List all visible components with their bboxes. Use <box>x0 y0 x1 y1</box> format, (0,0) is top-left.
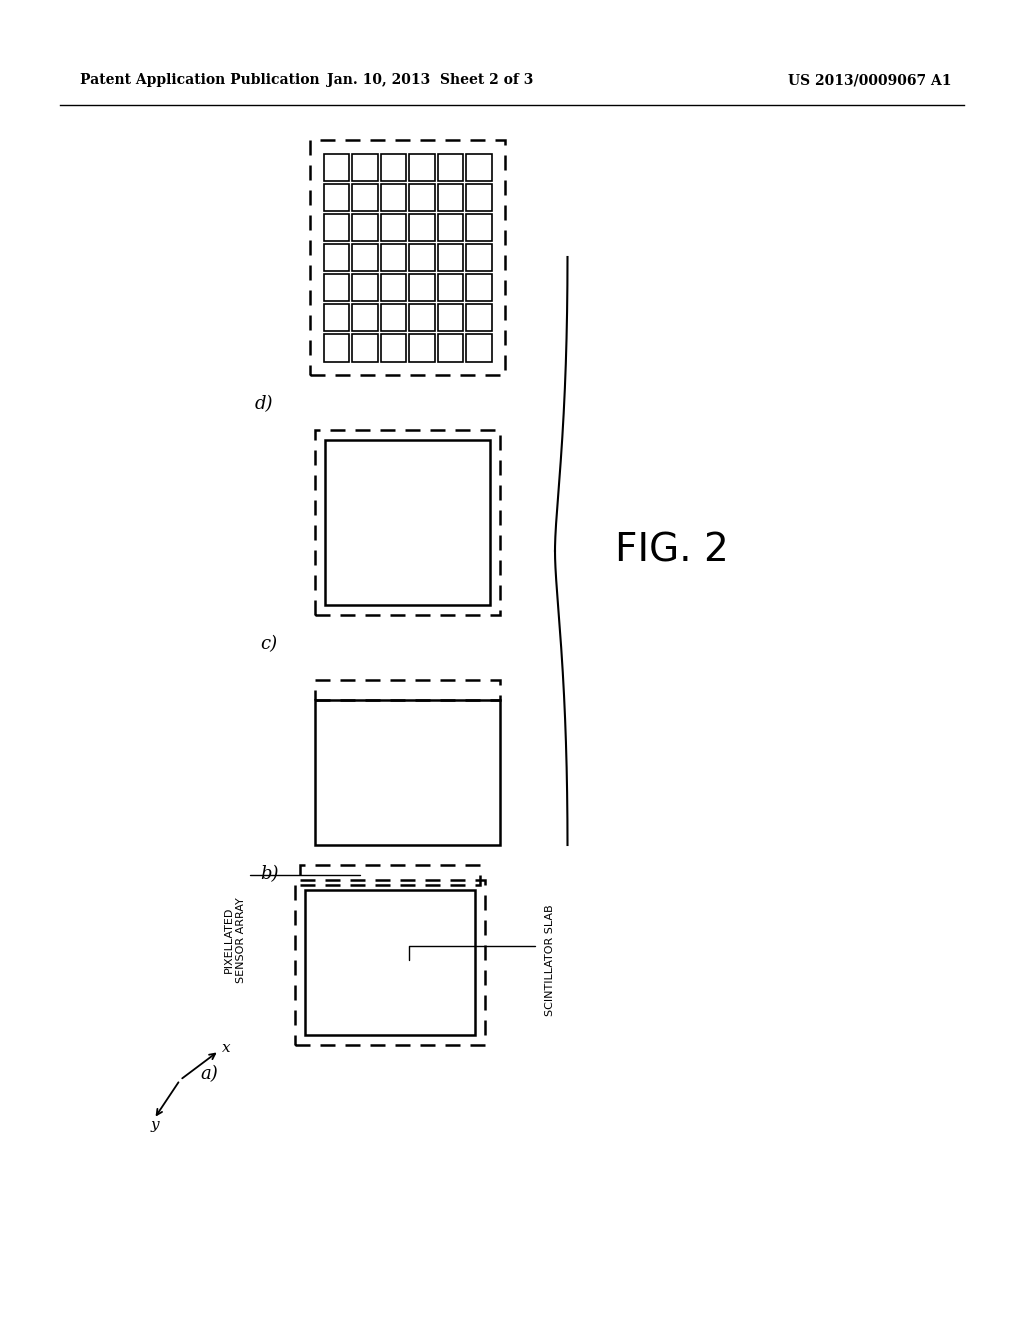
Bar <box>352 153 378 181</box>
Text: d): d) <box>255 395 273 413</box>
Bar <box>466 334 492 362</box>
Bar <box>310 140 505 375</box>
Bar <box>466 275 492 301</box>
Bar <box>466 153 492 181</box>
Bar <box>305 890 475 1035</box>
Bar <box>409 214 434 242</box>
Text: US 2013/0009067 A1: US 2013/0009067 A1 <box>788 73 951 87</box>
Bar <box>437 244 463 271</box>
Bar <box>324 334 349 362</box>
Bar <box>381 334 406 362</box>
Bar <box>324 275 349 301</box>
Bar <box>466 183 492 211</box>
Bar <box>315 700 500 845</box>
Text: Patent Application Publication: Patent Application Publication <box>80 73 319 87</box>
Bar <box>324 153 349 181</box>
Bar <box>315 430 500 615</box>
Bar <box>324 214 349 242</box>
Text: c): c) <box>260 635 278 653</box>
Bar <box>315 680 500 700</box>
Text: Jan. 10, 2013  Sheet 2 of 3: Jan. 10, 2013 Sheet 2 of 3 <box>327 73 534 87</box>
Bar <box>437 275 463 301</box>
Bar <box>352 244 378 271</box>
Bar <box>466 214 492 242</box>
Bar <box>324 183 349 211</box>
Text: y: y <box>151 1118 160 1133</box>
Bar <box>381 214 406 242</box>
Bar <box>300 865 480 884</box>
Bar <box>381 183 406 211</box>
Bar <box>437 214 463 242</box>
Bar <box>466 244 492 271</box>
Bar <box>295 880 485 1045</box>
Bar <box>352 275 378 301</box>
Text: FIG. 2: FIG. 2 <box>615 532 729 570</box>
Text: SCINTILLATOR SLAB: SCINTILLATOR SLAB <box>545 904 555 1016</box>
Bar <box>409 304 434 331</box>
Bar <box>437 153 463 181</box>
Bar <box>324 304 349 331</box>
Bar <box>466 304 492 331</box>
Text: b): b) <box>260 865 279 883</box>
Bar <box>325 440 490 605</box>
Bar <box>352 304 378 331</box>
Bar <box>409 334 434 362</box>
Bar <box>381 275 406 301</box>
Bar <box>381 153 406 181</box>
Bar <box>381 244 406 271</box>
Bar <box>437 334 463 362</box>
Bar <box>437 183 463 211</box>
Bar <box>409 183 434 211</box>
Text: PIXELLATED
SENSOR ARRAY: PIXELLATED SENSOR ARRAY <box>224 898 246 983</box>
Bar <box>352 334 378 362</box>
Bar <box>409 244 434 271</box>
Text: a): a) <box>200 1065 218 1082</box>
Bar <box>381 304 406 331</box>
Bar <box>352 214 378 242</box>
Bar <box>352 183 378 211</box>
Bar <box>409 153 434 181</box>
Bar <box>409 275 434 301</box>
Bar <box>437 304 463 331</box>
Bar <box>324 244 349 271</box>
Text: x: x <box>222 1040 230 1055</box>
